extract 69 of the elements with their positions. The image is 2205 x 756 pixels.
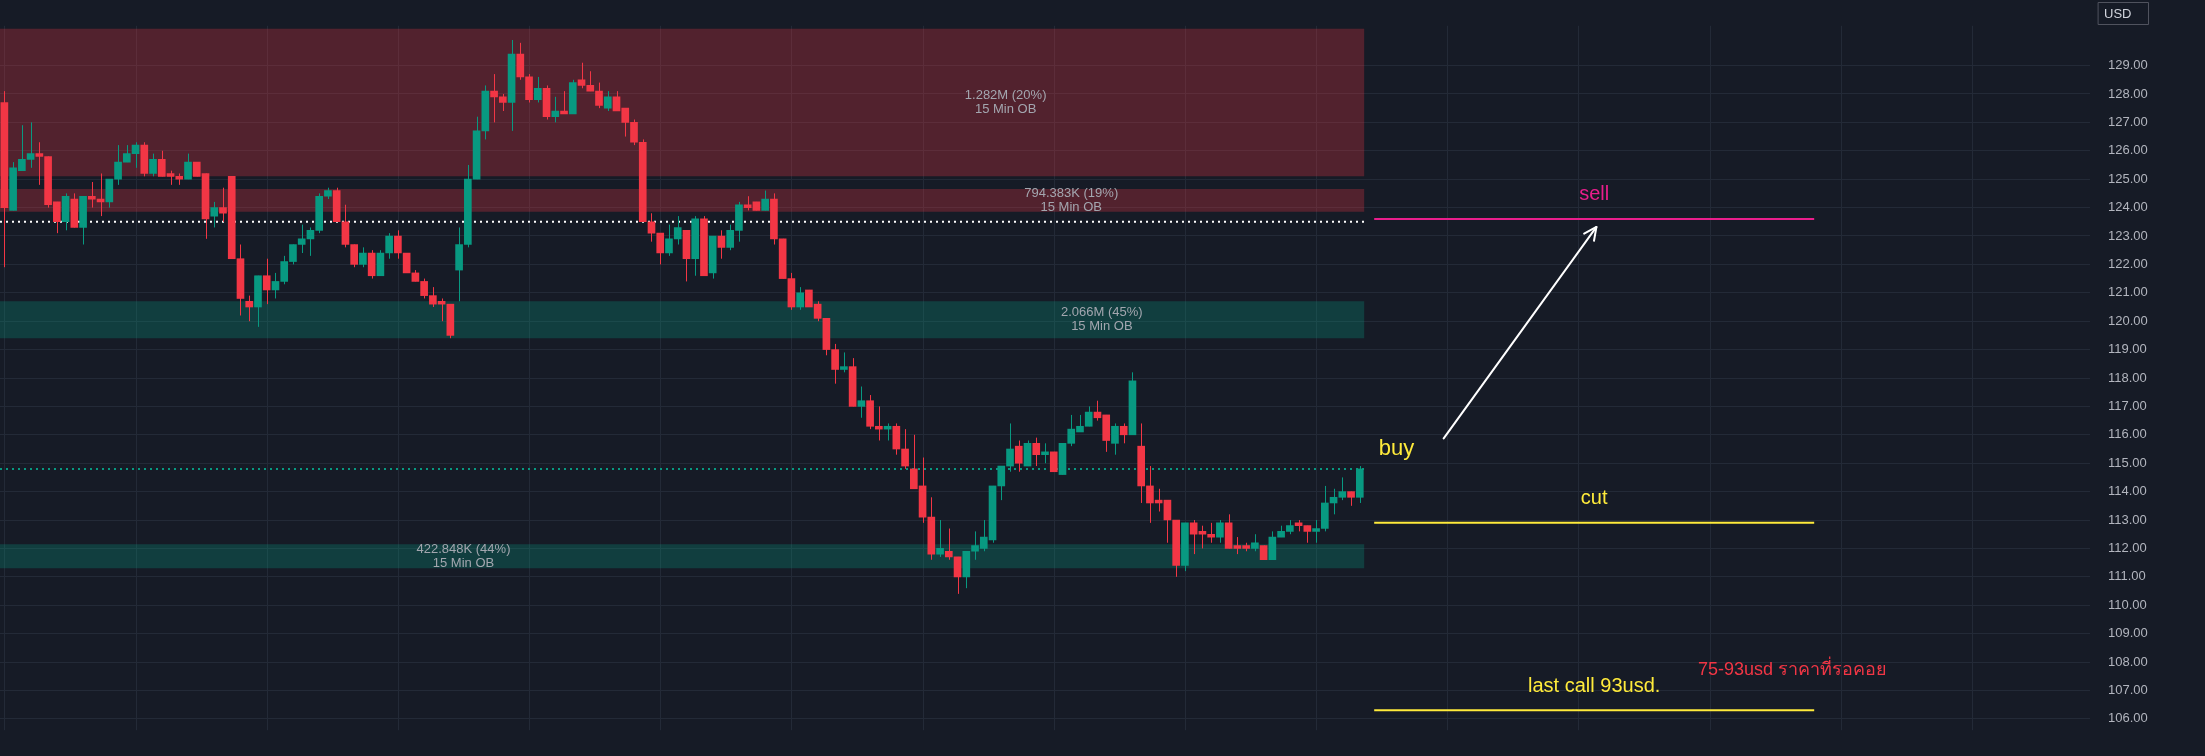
y-tick-label: 127.00 [2108, 113, 2148, 129]
y-tick-label: 117.00 [2108, 397, 2147, 413]
y-tick-label: 119.00 [2108, 341, 2147, 357]
y-tick-label: 120.00 [2108, 312, 2148, 328]
annotation: buy [1378, 434, 1415, 460]
candlestick [385, 232, 393, 260]
candlestick [840, 351, 848, 373]
candlestick [184, 153, 192, 180]
candlestick [551, 96, 560, 123]
candlestick [262, 258, 271, 305]
candlestick [359, 246, 367, 268]
candlestick [376, 249, 385, 277]
candlestick [595, 82, 603, 109]
y-tick-label: 112.00 [2108, 540, 2147, 555]
band-label: 794.383K (19%) 15 Min OB [1024, 185, 1119, 215]
y-tick-label: 118.00 [2108, 369, 2147, 385]
candlestick [149, 153, 157, 177]
y-tick-label: 115.00 [2108, 454, 2147, 470]
candlestick [857, 386, 866, 419]
candlestick [367, 249, 376, 280]
y-tick-label: 108.00 [2108, 653, 2148, 669]
y-tick-label: 128.00 [2108, 85, 2148, 101]
candlestick [1014, 439, 1023, 473]
candlestick [936, 519, 944, 558]
y-tick-label: 125.00 [2108, 170, 2148, 186]
candlestick [761, 190, 769, 211]
candlestick [394, 229, 402, 260]
candlestick [1119, 422, 1128, 444]
candlestick [402, 252, 411, 274]
y-tick-label: 124.00 [2108, 199, 2148, 215]
band-label: 1.282M (20%) 15 Min OB [964, 87, 1047, 117]
y-tick-label: 109.00 [2108, 625, 2148, 641]
candlestick [1268, 530, 1277, 561]
candlestick [210, 201, 219, 228]
y-tick-label: 106.00 [2108, 710, 2148, 726]
y-tick-label: 116.00 [2108, 426, 2147, 442]
y-tick-label: 111.00 [2108, 568, 2146, 584]
candlestick [892, 422, 901, 456]
y-tick-label: 123.00 [2108, 227, 2148, 243]
candlestick [1216, 519, 1224, 544]
candlestick [944, 528, 953, 561]
candlestick [603, 90, 612, 112]
ref-line-label: last call 93usd. [1528, 673, 1661, 696]
candlestick [516, 42, 525, 81]
y-tick-label: 110.00 [2108, 596, 2147, 612]
y-tick-label: 129.00 [2108, 57, 2148, 73]
y-tick-label: 107.00 [2108, 682, 2148, 698]
band-label: 2.066M (45%) 15 Min OB [1061, 304, 1143, 334]
ref-line-label: sell [1579, 182, 1610, 205]
y-tick-label: 121.00 [2108, 284, 2148, 300]
candlestick [1111, 422, 1119, 456]
y-tick-label: 113.00 [2108, 511, 2147, 527]
candlestick [1189, 519, 1198, 555]
annotation: 75-93usd ราคาที่รอคอย [1698, 656, 1888, 680]
candlestick [796, 286, 804, 311]
ref-line-label: cut [1580, 486, 1608, 509]
candlestick [245, 295, 254, 322]
y-axis-title: USD [2104, 5, 2132, 21]
y-tick-label: 114.00 [2108, 483, 2147, 499]
candlestick [901, 428, 909, 470]
candlestick [525, 73, 533, 103]
candlestick [1023, 439, 1032, 467]
candlestick [656, 232, 665, 265]
candlestick [1032, 437, 1041, 467]
candlestick [533, 76, 542, 103]
y-tick-label: 126.00 [2108, 142, 2148, 158]
candlestick [717, 229, 726, 260]
y-tick-label: 122.00 [2108, 255, 2148, 271]
band-label: 422.848K (44%) 15 Min OB [416, 540, 511, 570]
